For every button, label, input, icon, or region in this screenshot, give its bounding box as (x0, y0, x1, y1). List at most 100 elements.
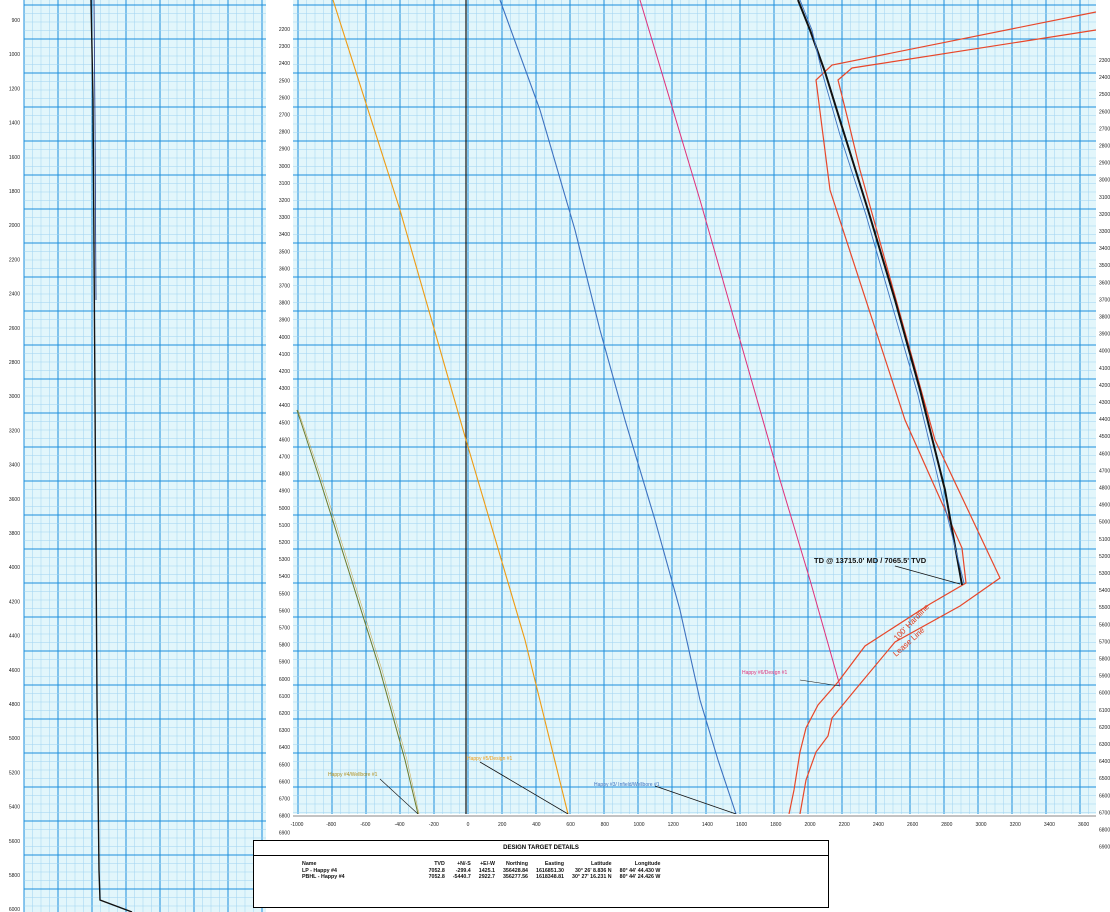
plan-tick-label-right: 5300 (1099, 571, 1110, 577)
plan-tick-label-right: 5000 (1099, 520, 1110, 526)
plan-tick-label-left: 3100 (279, 181, 290, 187)
plan-tick-label-left: 2300 (279, 44, 290, 50)
cell: 356277.56 (502, 874, 529, 880)
plan-tick-label-right: 5700 (1099, 639, 1110, 645)
depth-tick-label: 3600 (9, 497, 20, 503)
plan-tick-label-right: 2600 (1099, 109, 1110, 115)
plan-tick-label-right: 6100 (1099, 708, 1110, 714)
plan-view-panel: 2200 2300 2400 2500 2600 2700 2800 2900 3000 3100… (279, 0, 1110, 854)
depth-tick-label: 5600 (9, 839, 20, 845)
plan-tick-label-left: 3000 (279, 164, 290, 170)
plan-tick-label-right: 6300 (1099, 742, 1110, 748)
depth-tick-label: 3400 (9, 463, 20, 469)
header-ns: +N/-S (457, 861, 471, 867)
plan-tick-label-bottom: 2600 (907, 822, 918, 828)
plan-tick-label-right: 5400 (1099, 588, 1110, 594)
cell: 30° 27' 16.231 N (572, 874, 612, 880)
lease-line-boundary (799, 29, 1096, 814)
plan-tick-label-left: 5400 (279, 574, 290, 580)
depth-tick-label: 900 (12, 18, 21, 24)
plan-tick-label-right: 4100 (1099, 366, 1110, 372)
happy6-label: Happy #6/Design #1 (742, 670, 788, 676)
plan-tick-label-right: 5900 (1099, 674, 1110, 680)
plan-tick-label-left: 6800 (279, 814, 290, 820)
plan-tick-label-left: 5700 (279, 626, 290, 632)
plan-tick-label-right: 2900 (1099, 161, 1110, 167)
plan-tick-label-left: 3600 (279, 266, 290, 272)
header-latitude: Latitude (591, 861, 612, 867)
design-target-title: DESIGN TARGET DETAILS (254, 841, 828, 856)
plan-tick-label-left: 3300 (279, 215, 290, 221)
depth-tick-label: 1200 (9, 86, 20, 92)
plan-tick-label-left: 6700 (279, 797, 290, 803)
design-target-row: PBHL - Happy #4 7052.8 -5440.7 2922.7 35… (298, 874, 664, 881)
cell: 1616851.30 (536, 867, 565, 874)
cell: 1425.1 (478, 867, 495, 874)
plan-tick-label-bottom: 200 (498, 822, 507, 828)
plan-tick-label-left: 4600 (279, 437, 290, 443)
depth-tick-label: 1600 (9, 155, 20, 161)
plan-tick-label-right: 5800 (1099, 657, 1110, 663)
depth-tick-label: 5400 (9, 805, 20, 811)
plan-tick-label-bottom: 2000 (804, 822, 815, 828)
cell: 2922.7 (478, 874, 495, 880)
plan-tick-label-left: 5300 (279, 557, 290, 563)
plan-tick-label-left: 2400 (279, 61, 290, 67)
plan-tick-label-left: 2500 (279, 78, 290, 84)
plan-tick-label-left: 3400 (279, 232, 290, 238)
plan-tick-label-left: 6000 (279, 677, 290, 683)
plan-tick-label-right: 4900 (1099, 503, 1110, 509)
header-easting: Easting (544, 861, 565, 867)
plan-tick-label-right: 6600 (1099, 793, 1110, 799)
plan-tick-label-left: 4300 (279, 386, 290, 392)
plan-tick-label-bottom: 3600 (1078, 822, 1089, 828)
depth-tick-label: 3200 (9, 428, 20, 434)
depth-tick-label: 4200 (9, 599, 20, 605)
design-target-table: Name TVD +N/-S +E/-W Northing Easting La… (298, 861, 664, 881)
plan-tick-label-bottom: 1800 (770, 822, 781, 828)
plan-tick-label-left: 5500 (279, 591, 290, 597)
depth-tick-label: 5800 (9, 873, 20, 879)
plan-tick-label-right: 2300 (1099, 58, 1110, 64)
depth-tick-label: 2800 (9, 360, 20, 366)
depth-tick-label: 4800 (9, 702, 20, 708)
cell: 7052.8 (428, 867, 445, 874)
depth-tick-label: 1000 (9, 52, 20, 58)
plan-tick-label-bottom: 3200 (1010, 822, 1021, 828)
plan-tick-label-bottom: 800 (601, 822, 610, 828)
plan-tick-label-right: 2700 (1099, 126, 1110, 132)
plan-tick-label-right: 2400 (1099, 75, 1110, 81)
design-target-row: LP - Happy #4 7052.8 -299.4 1425.1 35642… (298, 868, 664, 875)
plan-tick-label-left: 6500 (279, 762, 290, 768)
plan-tick-label-left: 6100 (279, 694, 290, 700)
depth-tick-label: 2400 (9, 292, 20, 298)
depth-tick-label: 4600 (9, 668, 20, 674)
plan-tick-label-right: 3100 (1099, 195, 1110, 201)
plan-tick-label-left: 4200 (279, 369, 290, 375)
plan-tick-label-left: 5100 (279, 523, 290, 529)
plan-tick-label-right: 4000 (1099, 349, 1110, 355)
plan-tick-label-bottom: 400 (532, 822, 541, 828)
plan-tick-label-left: 5900 (279, 660, 290, 666)
plan-tick-label-left: 4800 (279, 472, 290, 478)
plan-tick-label-right: 3600 (1099, 280, 1110, 286)
plan-tick-label-left: 4700 (279, 455, 290, 461)
cell: 80° 44' 44.430 W (619, 867, 661, 874)
happy5-leader-line (479, 761, 569, 814)
plan-tick-label-right: 3800 (1099, 315, 1110, 321)
cell: -5440.7 (452, 874, 471, 880)
cell: 30° 26' 8.836 N (574, 867, 612, 874)
plan-tick-label-right: 3700 (1099, 297, 1110, 303)
vertical-section-well-path (90, 0, 133, 912)
plan-tick-label-right: 4700 (1099, 468, 1110, 474)
plan-tick-label-left: 6200 (279, 711, 290, 717)
cell: 356428.84 (502, 867, 529, 874)
plan-tick-label-right: 6200 (1099, 725, 1110, 731)
plan-tick-label-left: 6900 (279, 831, 290, 837)
plan-tick-label-left: 2200 (279, 27, 290, 33)
plan-tick-label-bottom: -400 (395, 822, 405, 828)
plan-tick-label-left: 4000 (279, 335, 290, 341)
depth-tick-label: 5200 (9, 770, 20, 776)
plan-tick-label-left: 4400 (279, 403, 290, 409)
